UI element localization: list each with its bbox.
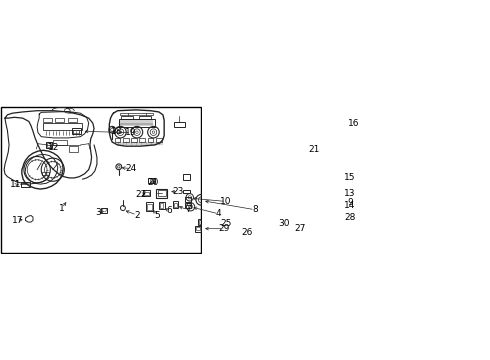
Bar bbox=[160, 203, 163, 208]
Bar bbox=[239, 216, 249, 225]
Text: 5: 5 bbox=[155, 211, 160, 220]
Bar bbox=[159, 202, 165, 209]
Bar bbox=[173, 122, 185, 127]
Bar bbox=[123, 138, 129, 141]
Bar bbox=[228, 220, 233, 224]
Bar bbox=[43, 118, 52, 122]
Text: O: O bbox=[101, 208, 106, 213]
Bar bbox=[121, 116, 133, 119]
Bar bbox=[213, 229, 218, 232]
Bar bbox=[212, 228, 219, 233]
Bar bbox=[173, 202, 178, 208]
Bar bbox=[140, 138, 145, 141]
Text: 16: 16 bbox=[348, 118, 360, 127]
Bar bbox=[69, 146, 78, 152]
Bar bbox=[185, 203, 191, 208]
Bar bbox=[241, 217, 248, 223]
Text: 19: 19 bbox=[125, 128, 137, 137]
Bar bbox=[72, 129, 81, 134]
Bar bbox=[147, 138, 153, 141]
Text: 1: 1 bbox=[59, 203, 65, 212]
Bar bbox=[254, 214, 264, 222]
Text: 14: 14 bbox=[344, 201, 355, 210]
Bar bbox=[47, 143, 50, 147]
Text: 4: 4 bbox=[216, 209, 221, 218]
Text: 18: 18 bbox=[111, 127, 122, 136]
Bar bbox=[147, 204, 152, 210]
Bar bbox=[115, 138, 121, 141]
Bar bbox=[185, 197, 191, 202]
Bar bbox=[226, 219, 234, 225]
Text: 15: 15 bbox=[344, 174, 356, 183]
Text: 23: 23 bbox=[172, 187, 184, 196]
Text: 24: 24 bbox=[125, 164, 137, 173]
Bar bbox=[121, 113, 153, 115]
Bar bbox=[139, 116, 151, 119]
Bar bbox=[148, 178, 155, 183]
Text: 21: 21 bbox=[309, 145, 320, 154]
Bar bbox=[46, 142, 51, 148]
Bar bbox=[146, 202, 153, 211]
Bar bbox=[198, 219, 205, 225]
Text: 22: 22 bbox=[135, 190, 147, 199]
Text: 26: 26 bbox=[241, 228, 252, 237]
Bar bbox=[256, 216, 262, 220]
Bar bbox=[119, 120, 155, 127]
Text: 13: 13 bbox=[344, 189, 356, 198]
Bar bbox=[196, 227, 200, 230]
Text: 10: 10 bbox=[220, 197, 232, 206]
Text: 17: 17 bbox=[12, 216, 23, 225]
Bar bbox=[144, 192, 148, 195]
Bar bbox=[158, 190, 166, 196]
Text: 11: 11 bbox=[10, 180, 22, 189]
Bar bbox=[150, 179, 154, 182]
Bar bbox=[199, 220, 203, 224]
Bar bbox=[131, 138, 137, 141]
Bar bbox=[42, 172, 49, 175]
Bar bbox=[100, 208, 107, 213]
Bar bbox=[21, 182, 30, 186]
Text: 8: 8 bbox=[252, 205, 258, 214]
Text: 27: 27 bbox=[294, 224, 306, 233]
Bar bbox=[74, 130, 79, 133]
Bar bbox=[156, 138, 162, 141]
Bar bbox=[68, 118, 77, 122]
Bar bbox=[143, 190, 150, 196]
Text: 29: 29 bbox=[218, 224, 229, 233]
Text: 28: 28 bbox=[344, 213, 355, 222]
Bar bbox=[52, 140, 67, 145]
Bar bbox=[183, 190, 190, 193]
Text: 7: 7 bbox=[185, 205, 191, 214]
Text: 12: 12 bbox=[48, 143, 59, 152]
Bar bbox=[55, 118, 64, 122]
Text: 9: 9 bbox=[347, 198, 353, 207]
Text: 30: 30 bbox=[278, 219, 290, 228]
Bar bbox=[174, 203, 177, 207]
Text: 2: 2 bbox=[134, 211, 140, 220]
Text: 3: 3 bbox=[95, 208, 101, 217]
Bar bbox=[43, 123, 82, 130]
Bar bbox=[195, 226, 201, 231]
Text: 25: 25 bbox=[220, 219, 232, 228]
Bar bbox=[156, 189, 168, 198]
Text: 6: 6 bbox=[166, 206, 172, 215]
Text: 20: 20 bbox=[148, 177, 159, 186]
Bar bbox=[183, 174, 190, 180]
